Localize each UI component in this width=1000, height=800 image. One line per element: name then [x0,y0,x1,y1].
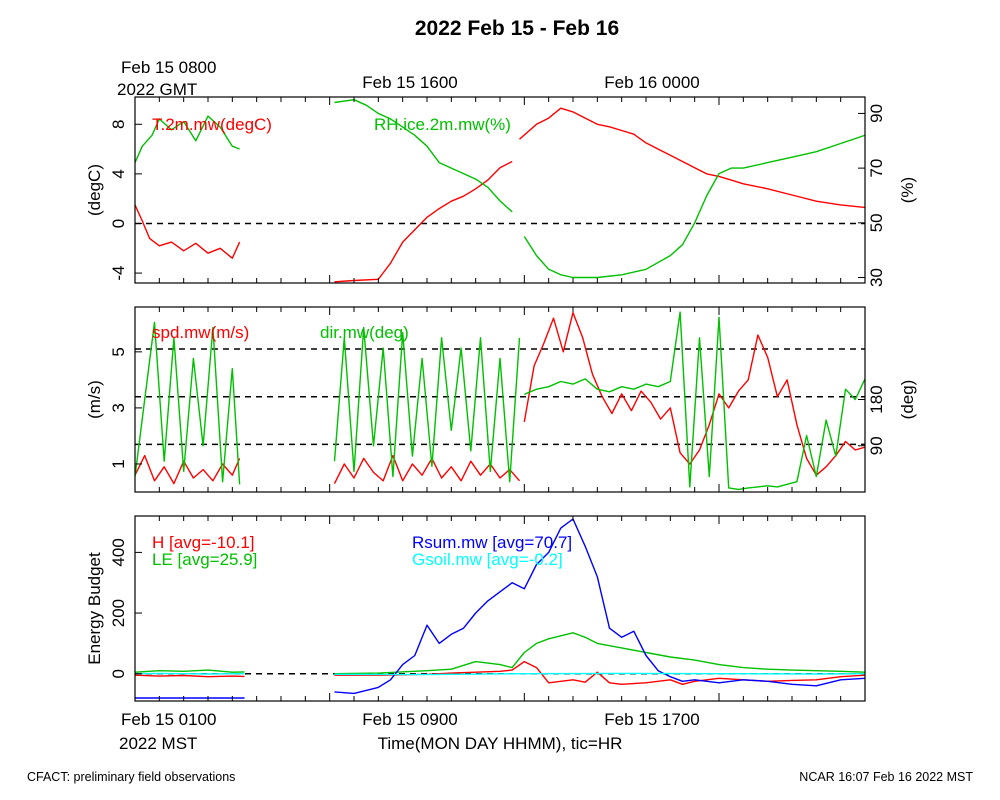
series-line-le [334,632,865,675]
y-tick-label-right: 50 [867,213,886,232]
y-tick-label-left: 1 [109,459,128,468]
y-tick-label-left: 400 [109,538,128,566]
y-tick-label-left: 5 [109,347,128,356]
gmt-end-label: Feb 16 0000 [604,73,699,92]
legend-label: H [avg=-10.1] [152,533,255,552]
gmt-mid-label: Feb 15 1600 [362,73,457,92]
series-group [135,98,865,283]
chart-title: 2022 Feb 15 - Feb 16 [415,17,619,40]
footer-right: NCAR 16:07 Feb 16 2022 MST [799,770,973,784]
legend-label: T.2m.mw(degC) [152,115,272,134]
series-line-t-2m-mw-degc- [135,204,241,259]
legend-label: Rsum.mw [avg=70.7] [412,533,572,552]
y-tick-label-right: 70 [867,159,886,178]
series-line-t-2m-mw-degc- [519,107,865,209]
y-tick-label-left: 8 [109,120,128,129]
y-axis-label-right: (%) [898,177,917,203]
series-line-dir-mw-deg- [524,311,865,491]
footer-left: CFACT: preliminary field observations [27,770,235,784]
series-line-rh-ice-2m-mw- [523,134,865,279]
y-axis-label-left: (m/s) [85,380,104,419]
series-line-dir-mw-deg- [333,326,521,483]
series-line-dir-mw-deg- [135,321,241,485]
series-line-le [135,669,245,673]
legend-label: dir.mw(deg) [320,323,409,342]
energy-budget-panel: 0 200 400 Energy Budget H [avg=-10.1]LE [avg… [85,515,866,702]
y-tick-label-left: 0 [109,219,128,228]
x-axis-label: Time(MON DAY HHMM), tic=HR [378,734,623,753]
series-line-spd-mw-m-s- [523,311,865,476]
legend-label: LE [avg=25.9] [152,550,257,569]
y-axis-label-left: (degC) [85,164,104,216]
gmt-start-label-line2: 2022 GMT [117,80,197,99]
series-group [135,311,865,491]
series-line-rh-ice-2m-mw- [334,98,513,213]
series-line-rh-ice-2m-mw- [135,115,240,163]
y-axis-label-left: Energy Budget [85,552,104,665]
y-tick-label-right: 90 [867,104,886,123]
mst-start-label-line1: Feb 15 0100 [121,710,216,729]
y-tick-label-right: 90 [867,436,886,455]
y-axis-label-right: (deg) [898,380,917,420]
series-line-gsoil-mw [135,672,245,675]
y-tick-label-left: 200 [109,599,128,627]
wind-panel: 1 3 5 90 180 (m/s) (deg) spd.mw(m/s) dir.mw(deg) [85,306,917,493]
series-line-gsoil-mw [334,672,865,676]
mst-mid-label: Feb 15 0900 [362,710,457,729]
y-tick-label-right: 180 [867,385,886,413]
y-tick-label-left: 4 [109,169,128,178]
temperature-humidity-panel: -4 0 4 8 30 50 70 90 (degC) (%) T.2m.mw(degC) RH.ic… [85,96,917,287]
series-line-t-2m-mw-degc- [334,160,513,283]
legend-label: Gsoil.mw [avg=-0.2] [412,550,563,569]
gmt-start-label-line1: Feb 15 0800 [121,58,216,77]
legend-label: spd.mw(m/s) [152,323,249,342]
y-tick-label-left: -4 [109,266,128,281]
y-tick-label-left: 3 [109,403,128,412]
series-line-spd-mw-m-s- [333,454,521,484]
mst-end-label: Feb 15 1700 [604,710,699,729]
legend-label: RH.ice.2m.mw(%) [374,115,511,134]
series-line-h [135,674,245,678]
y-tick-label-left: 0 [109,669,128,678]
mst-start-label-line2: 2022 MST [119,734,197,753]
series-line-rsum-mw [334,518,865,695]
series-group [135,518,865,699]
y-tick-label-right: 30 [867,268,886,287]
